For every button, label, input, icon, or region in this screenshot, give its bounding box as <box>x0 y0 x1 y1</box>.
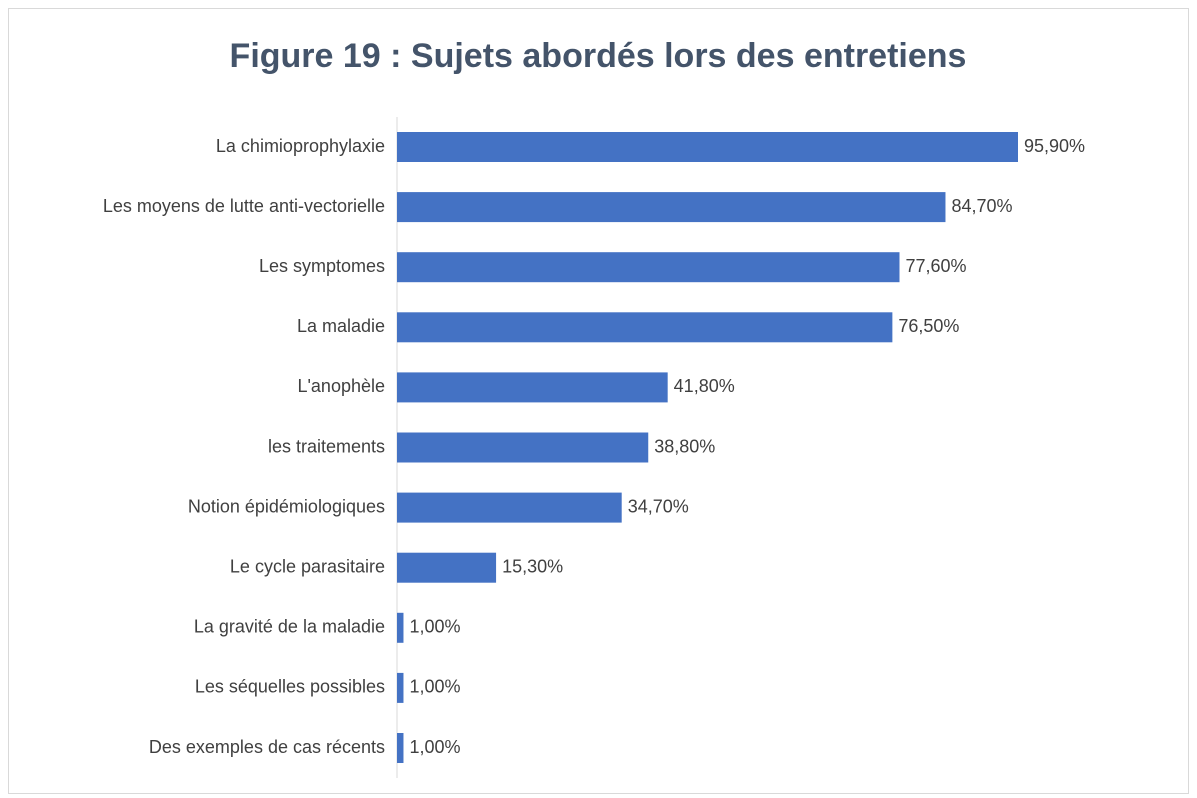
bar <box>397 312 893 343</box>
category-label: Des exemples de cas récents <box>149 737 385 757</box>
bar <box>397 672 404 703</box>
value-label: 1,00% <box>409 617 460 637</box>
bar <box>397 612 404 643</box>
value-label: 15,30% <box>502 556 563 576</box>
category-label: Les séquelles possibles <box>195 677 385 697</box>
category-label: La gravité de la maladie <box>194 617 385 637</box>
category-label: Les moyens de lutte anti-vectorielle <box>103 196 385 216</box>
value-label: 84,70% <box>951 196 1012 216</box>
category-label: Le cycle parasitaire <box>230 556 385 576</box>
value-label: 41,80% <box>674 376 735 396</box>
category-label: La maladie <box>297 316 385 336</box>
category-label: les traitements <box>268 436 385 456</box>
chart-title: Figure 19 : Sujets abordés lors des entr… <box>230 37 967 75</box>
category-label: Les symptomes <box>259 256 385 276</box>
value-label: 34,70% <box>628 496 689 516</box>
value-label: 1,00% <box>409 737 460 757</box>
value-label: 77,60% <box>905 256 966 276</box>
value-label: 95,90% <box>1024 136 1085 156</box>
bar <box>397 432 649 463</box>
category-label: Notion épidémiologiques <box>188 496 385 516</box>
bar <box>397 132 1018 162</box>
bar <box>397 372 668 403</box>
bar <box>397 552 497 583</box>
value-label: 1,00% <box>409 677 460 697</box>
bar <box>397 492 622 523</box>
category-label: L'anophèle <box>297 376 385 396</box>
category-label: La chimioprophylaxie <box>216 136 385 156</box>
bar <box>397 733 404 763</box>
value-label: 76,50% <box>898 316 959 336</box>
value-label: 38,80% <box>654 436 715 456</box>
bar <box>397 192 946 223</box>
bar <box>397 252 900 283</box>
